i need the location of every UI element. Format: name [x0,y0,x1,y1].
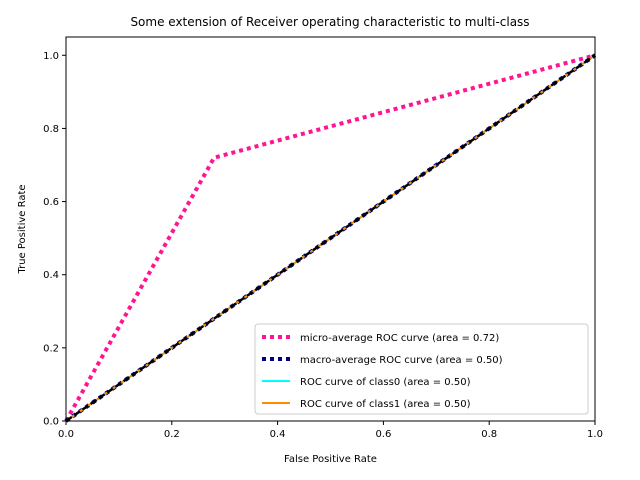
y-tick-label: 0.2 [43,343,59,354]
legend-box [254,323,589,415]
x-tick-label: 0.4 [270,429,286,440]
x-tick-label: 0.6 [375,429,391,440]
y-tick-label: 0.4 [43,270,59,281]
y-tick-label: 0.8 [43,124,59,135]
legend-label-1: macro-average ROC curve (area = 0.50) [300,355,503,366]
legend-label-0: micro-average ROC curve (area = 0.72) [300,333,499,344]
plot-area [64,53,597,423]
chart-title: Some extension of Receiver operating cha… [130,15,529,29]
x-tick-label: 0.2 [164,429,180,440]
x-axis-title: False Positive Rate [284,454,377,465]
y-tick-label: 1.0 [43,51,59,62]
y-axis-ticks: 0.0 0.2 0.4 0.6 0.8 1.0 [43,51,66,428]
x-tick-label: 0.0 [58,429,74,440]
x-axis-ticks: 0.0 0.2 0.4 0.6 0.8 1.0 [58,421,603,440]
y-axis-title: True Positive Rate [17,184,28,274]
y-tick-label: 0.6 [43,197,59,208]
x-tick-label: 1.0 [587,429,603,440]
chance-reference-line [65,54,596,423]
legend-label-3: ROC curve of class1 (area = 0.50) [300,399,471,410]
y-tick-label: 0.0 [43,417,59,428]
legend-label-2: ROC curve of class0 (area = 0.50) [300,377,471,388]
x-tick-label: 0.8 [481,429,497,440]
legend: micro-average ROC curve (area = 0.72) mac… [254,323,589,415]
plot-frame [65,36,596,422]
